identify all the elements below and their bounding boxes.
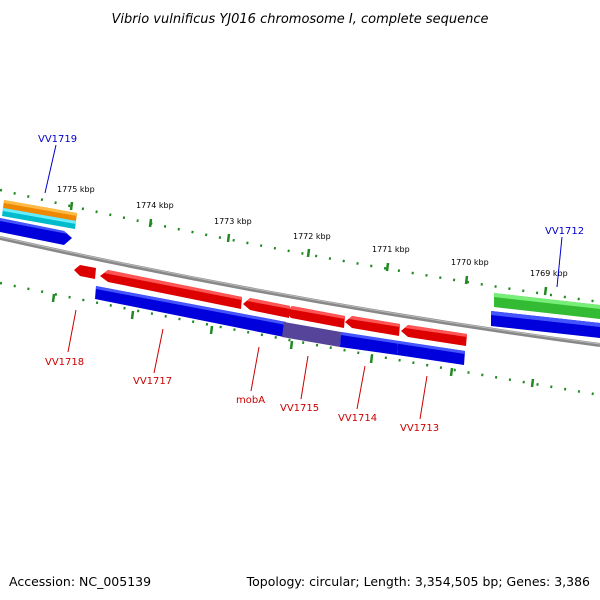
gene-label-VV1719: VV1719 <box>38 134 77 145</box>
map-title: Vibrio vulnificus YJ016 chromosome I, co… <box>111 12 488 27</box>
gene-label-VV1714: VV1714 <box>338 413 377 424</box>
forward-leaders <box>44 144 563 288</box>
gene-VV1717 <box>100 270 242 309</box>
gene-mobA <box>243 298 290 318</box>
tick-mark <box>69 201 74 211</box>
tick-mark <box>464 275 469 285</box>
cds-bar-1 <box>95 286 286 337</box>
gene-label-mobA: mobA <box>236 395 265 406</box>
cds-bar-2 <box>340 332 398 355</box>
tick-labels: 1775 kbp 1774 kbp 1773 kbp 1772 kbp 1771… <box>57 185 568 278</box>
outer-tick-track <box>0 188 600 304</box>
gene-VV1719 <box>0 218 72 245</box>
gene-VV1718 <box>74 265 96 279</box>
gene-label-VV1712: VV1712 <box>545 226 584 237</box>
leader-VV1719 <box>44 144 57 194</box>
cds-bar-overlap <box>282 322 341 347</box>
gene-mobA-highlight <box>247 298 290 309</box>
backbone-line <box>0 236 600 347</box>
tick-mark <box>130 310 135 320</box>
gene-orange-highlight <box>4 200 77 216</box>
gene-label-VV1717: VV1717 <box>133 376 172 387</box>
tick-mark <box>289 340 294 350</box>
tick-mark <box>148 218 153 228</box>
leader-VV1713 <box>419 375 428 420</box>
reverse-cds <box>95 286 465 365</box>
leader-VV1718 <box>67 309 77 353</box>
tick-mark <box>543 286 548 296</box>
tick-mark <box>226 233 231 243</box>
tick-mark <box>209 325 214 335</box>
tick-label: 1772 kbp <box>293 232 331 241</box>
tick-mark <box>51 293 56 303</box>
gene-VV1719-highlight <box>0 218 68 234</box>
reverse-genes <box>74 265 467 346</box>
gene-VV1713 <box>401 325 467 346</box>
gene-labels: VV1719 VV1712 VV1718 VV1717 mobA VV1715 … <box>38 134 584 434</box>
gene-VV1715 <box>286 306 345 328</box>
tick-mark <box>530 378 535 388</box>
cds-bar-3-highlight <box>341 332 465 354</box>
gene-label-VV1715: VV1715 <box>280 403 319 414</box>
tick-mark <box>449 367 454 377</box>
tick-label: 1771 kbp <box>372 245 410 254</box>
gene-label-VV1713: VV1713 <box>400 423 439 434</box>
leader-VV1715 <box>300 355 309 400</box>
cds-bar-3 <box>397 341 465 365</box>
gene-VV1714-highlight <box>349 316 400 327</box>
inner-tick-track <box>0 281 600 397</box>
outer-major-ticks <box>69 201 548 296</box>
tick-label: 1774 kbp <box>136 201 174 210</box>
gene-VV1715-highlight <box>289 306 345 319</box>
leader-mobA <box>250 346 260 392</box>
gene-VV1714 <box>345 316 400 336</box>
forward-genes-right <box>491 293 600 338</box>
gene-VV1713-highlight <box>405 325 467 337</box>
tick-label: 1773 kbp <box>214 217 252 226</box>
leader-VV1717 <box>153 328 164 374</box>
tick-label: 1769 kbp <box>530 269 568 278</box>
tick-mark <box>385 262 390 272</box>
gene-VV1712-highlight <box>491 311 600 327</box>
tick-mark <box>369 354 374 364</box>
gene-cyan-highlight <box>3 208 76 224</box>
accession-text: Accession: NC_005139 <box>9 574 151 589</box>
gene-green-highlight <box>494 293 600 309</box>
leader-VV1714 <box>356 365 366 410</box>
tick-mark <box>306 248 311 258</box>
gene-VV1717-highlight <box>104 270 242 300</box>
backbone-highlight <box>0 236 600 345</box>
tick-label: 1775 kbp <box>57 185 95 194</box>
inner-major-ticks <box>51 293 535 388</box>
topology-summary: Topology: circular; Length: 3,354,505 bp… <box>246 574 590 589</box>
reverse-leaders <box>67 309 428 420</box>
cds-bar-1-highlight <box>96 286 286 325</box>
gene-label-VV1718: VV1718 <box>45 357 84 368</box>
forward-genes-left <box>0 200 77 245</box>
leader-VV1712 <box>556 236 563 288</box>
tick-label: 1770 kbp <box>451 258 489 267</box>
